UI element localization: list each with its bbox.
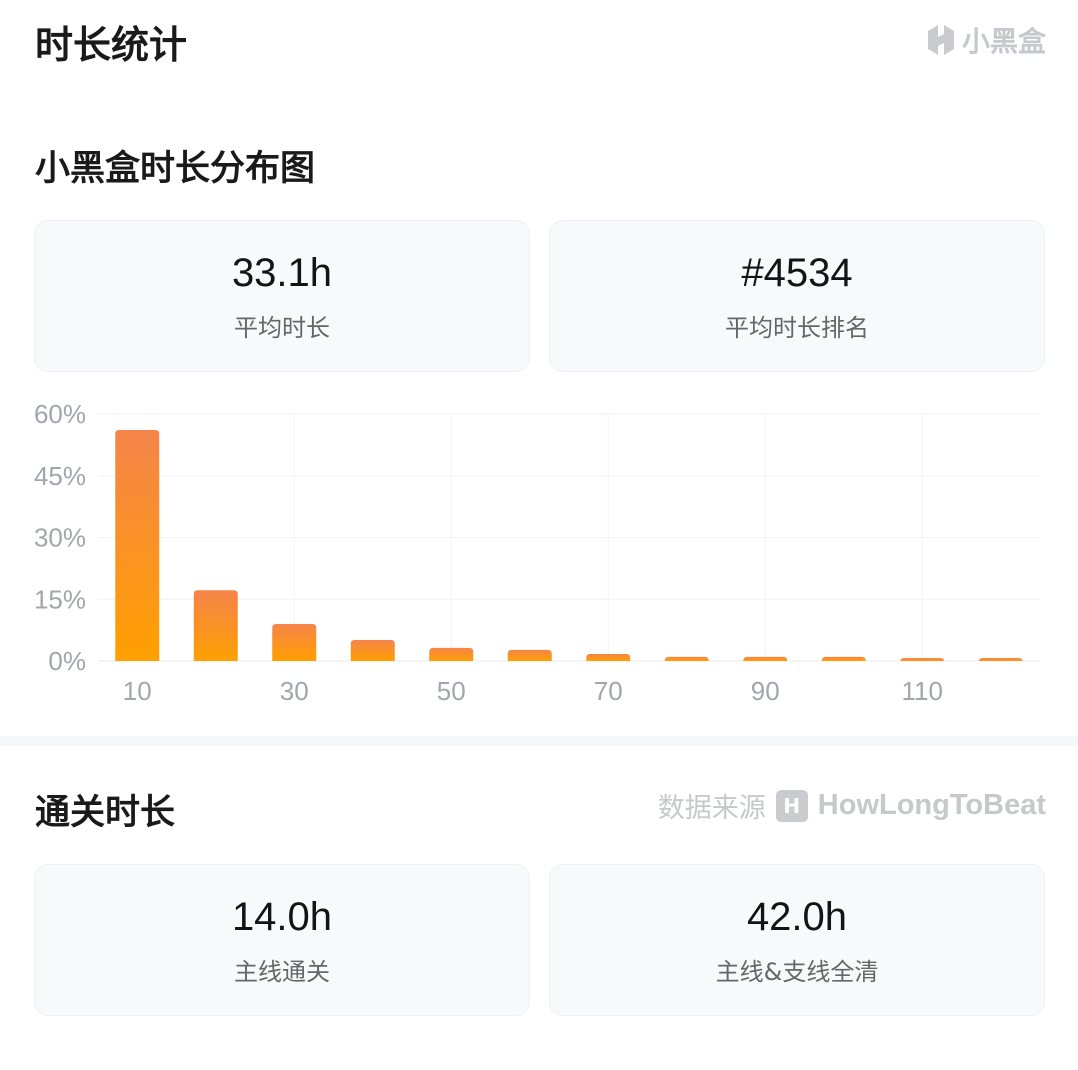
bar [664,656,709,661]
x-tick-label: 30 [280,676,309,706]
stat-label: 平均时长排名 [725,314,869,342]
stat-value: 14.0h [231,895,333,939]
stat-value: 42.0h [746,895,848,939]
bar [821,656,866,661]
stat-label: 主线通关 [234,958,330,986]
section-divider [0,736,1078,746]
stat-value: #4534 [741,251,853,295]
brand-logo: 小黑盒 [926,20,1046,60]
bar [115,430,160,661]
bar [507,649,552,661]
y-tick-label: 15% [34,584,86,614]
bar [272,623,317,661]
bar [978,658,1023,662]
source-label: 数据来源 [657,793,766,824]
page-title: 时长统计 [35,23,188,67]
stat-card-complete: 42.0h 主线&支线全清 [549,864,1045,1016]
brand-name: 小黑盒 [961,25,1046,58]
bar [193,590,238,661]
hltb-logo-icon: H [775,789,808,822]
y-tick-label: 0% [48,646,86,676]
stat-card-rank: #4534 平均时长排名 [549,220,1045,372]
bar [586,654,631,661]
bar [429,647,474,661]
y-tick-label: 60% [34,399,86,429]
duration-chart: 0% 15% 30% 45% 60% 10 30 50 70 90 110 [34,399,1040,706]
y-tick-label: 30% [34,523,86,553]
bar [900,658,945,662]
x-tick-label: 50 [437,676,466,706]
x-tick-label: 90 [751,676,780,706]
heybox-logo-icon [927,25,954,55]
x-tick-label: 10 [123,676,152,706]
source-name[interactable]: HowLongToBeat [817,789,1046,821]
stat-card-avg: 33.1h 平均时长 [34,220,530,372]
completion-title: 通关时长 [35,793,176,833]
stat-card-main: 14.0h 主线通关 [34,864,530,1016]
data-source: 数据来源 H HowLongToBeat [658,786,1046,825]
bar [350,640,395,661]
x-tick-label: 110 [902,676,943,706]
stat-label: 主线&支线全清 [715,958,879,986]
distribution-title: 小黑盒时长分布图 [35,149,316,189]
stat-label: 平均时长 [234,314,330,342]
x-tick-label: 70 [594,676,623,706]
stat-value: 33.1h [231,251,333,295]
y-tick-label: 45% [34,461,86,491]
bar [743,656,788,661]
